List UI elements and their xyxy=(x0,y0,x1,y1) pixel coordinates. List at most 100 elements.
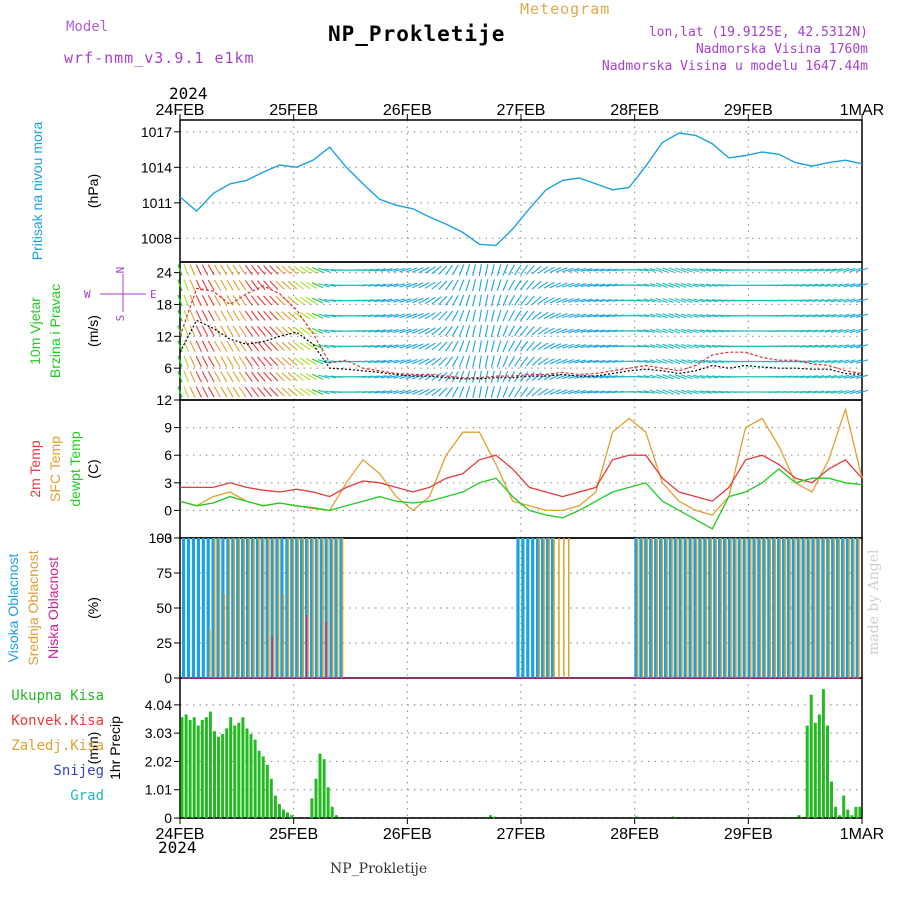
wind-barb xyxy=(643,344,656,349)
y-tick-label: −3 xyxy=(156,530,172,546)
wind-barb xyxy=(380,313,393,318)
high-cloud-bar xyxy=(221,538,225,678)
mid-cloud-bar xyxy=(641,538,644,678)
wind-barb xyxy=(484,340,489,353)
mid-cloud-bar xyxy=(754,538,757,678)
precip-bar xyxy=(233,725,237,818)
wind-barb xyxy=(549,266,562,274)
wind-barb xyxy=(649,389,662,395)
wind-barb xyxy=(793,268,806,272)
mid-cloud-bar xyxy=(828,538,831,678)
wind-barb xyxy=(699,390,712,394)
wind-barb xyxy=(812,298,825,303)
wind-barb xyxy=(393,298,405,303)
wind-barb xyxy=(424,266,436,274)
wind-barb xyxy=(207,325,215,337)
wind-barb xyxy=(599,344,612,348)
wind-barb xyxy=(293,342,304,351)
high-cloud-bar xyxy=(821,538,825,678)
high-cloud-bar xyxy=(855,538,859,678)
wind-barb xyxy=(250,295,260,306)
wind-barb xyxy=(232,371,240,383)
wind-barb xyxy=(374,375,387,379)
wind-barb xyxy=(405,374,418,380)
wind-barb xyxy=(837,359,850,364)
wind-barb xyxy=(451,356,459,367)
wind-barb xyxy=(655,313,668,319)
mid-cloud-axis-title: Srednja Oblacnost xyxy=(25,550,41,665)
wind-barb xyxy=(787,345,800,348)
wind-barb xyxy=(281,372,292,382)
y-tick-label: 2.02 xyxy=(145,753,172,769)
y-tick-label: 100 xyxy=(149,530,173,546)
wind-barb xyxy=(818,268,831,272)
precip-bar xyxy=(237,722,241,818)
precip-bar xyxy=(196,725,200,818)
wind-barb xyxy=(508,310,515,322)
wind-barb xyxy=(275,372,285,382)
wind-barb xyxy=(508,264,515,276)
mid-cloud-bar xyxy=(248,538,250,678)
high-cloud-bar xyxy=(260,538,264,678)
wind-barb xyxy=(837,328,850,334)
compass-w-label: W xyxy=(84,288,91,301)
y-unit-label: (hPa) xyxy=(85,174,101,208)
temp2m-axis-title: 2m Temp xyxy=(27,440,43,498)
wind-barb xyxy=(805,283,818,287)
x-tick-label-bottom: 24FEB xyxy=(156,826,205,843)
precip-bar xyxy=(261,756,265,818)
wind-barb xyxy=(549,297,562,304)
wind-barb xyxy=(705,359,718,364)
wind-barb xyxy=(263,295,273,306)
wind-barb xyxy=(269,341,279,351)
wind-barb xyxy=(438,387,448,397)
wind-barb xyxy=(445,325,454,337)
wind-barb xyxy=(531,387,542,397)
wind-barb xyxy=(718,360,731,363)
wind-barb xyxy=(281,280,292,290)
wind-barb xyxy=(705,390,718,394)
wind-barb xyxy=(478,279,482,292)
y-tick-label: 0 xyxy=(164,502,172,518)
wind-barb xyxy=(637,360,649,363)
wind-barb xyxy=(484,279,489,292)
high-cloud-bar xyxy=(649,538,653,678)
wind-barb xyxy=(238,325,247,337)
wind-barb xyxy=(599,375,612,379)
wind-barb xyxy=(386,298,399,303)
wind-barb xyxy=(269,356,279,367)
wind-barb xyxy=(824,344,837,348)
wind-barb xyxy=(257,371,266,382)
precip-bar xyxy=(330,806,334,818)
wind-barb xyxy=(287,387,298,397)
wind-barb xyxy=(799,299,812,302)
wind-barb xyxy=(311,358,324,365)
wind-barb xyxy=(837,267,850,273)
wind-barb xyxy=(680,343,693,349)
wind-barb xyxy=(411,312,424,319)
y-tick-label: 3 xyxy=(164,475,172,491)
wind-barb xyxy=(451,279,459,291)
wind-barb xyxy=(502,386,509,398)
wind-barb xyxy=(451,371,459,383)
wind-barb xyxy=(599,359,612,364)
high-cloud-bar xyxy=(683,538,687,678)
precip-bar xyxy=(200,720,204,818)
wind-barb xyxy=(380,390,393,394)
wind-barb xyxy=(183,309,190,322)
mid-cloud-bar xyxy=(651,538,654,678)
wind-barb xyxy=(699,268,712,272)
wind-barb xyxy=(226,325,234,337)
wind-barb xyxy=(275,387,285,397)
wind-barb xyxy=(393,344,405,349)
wind-barb xyxy=(630,299,643,302)
wind-barb xyxy=(244,341,253,352)
x-tick-label-top: 27FEB xyxy=(497,102,546,119)
wind-barb xyxy=(287,372,298,382)
precip-bar xyxy=(265,764,269,818)
wind-barb xyxy=(496,386,502,398)
wind-barb xyxy=(411,282,424,289)
wind-barb xyxy=(580,390,593,394)
wind-barb xyxy=(837,313,850,318)
precip-legend-item: Konvek.Kisa xyxy=(11,713,104,729)
